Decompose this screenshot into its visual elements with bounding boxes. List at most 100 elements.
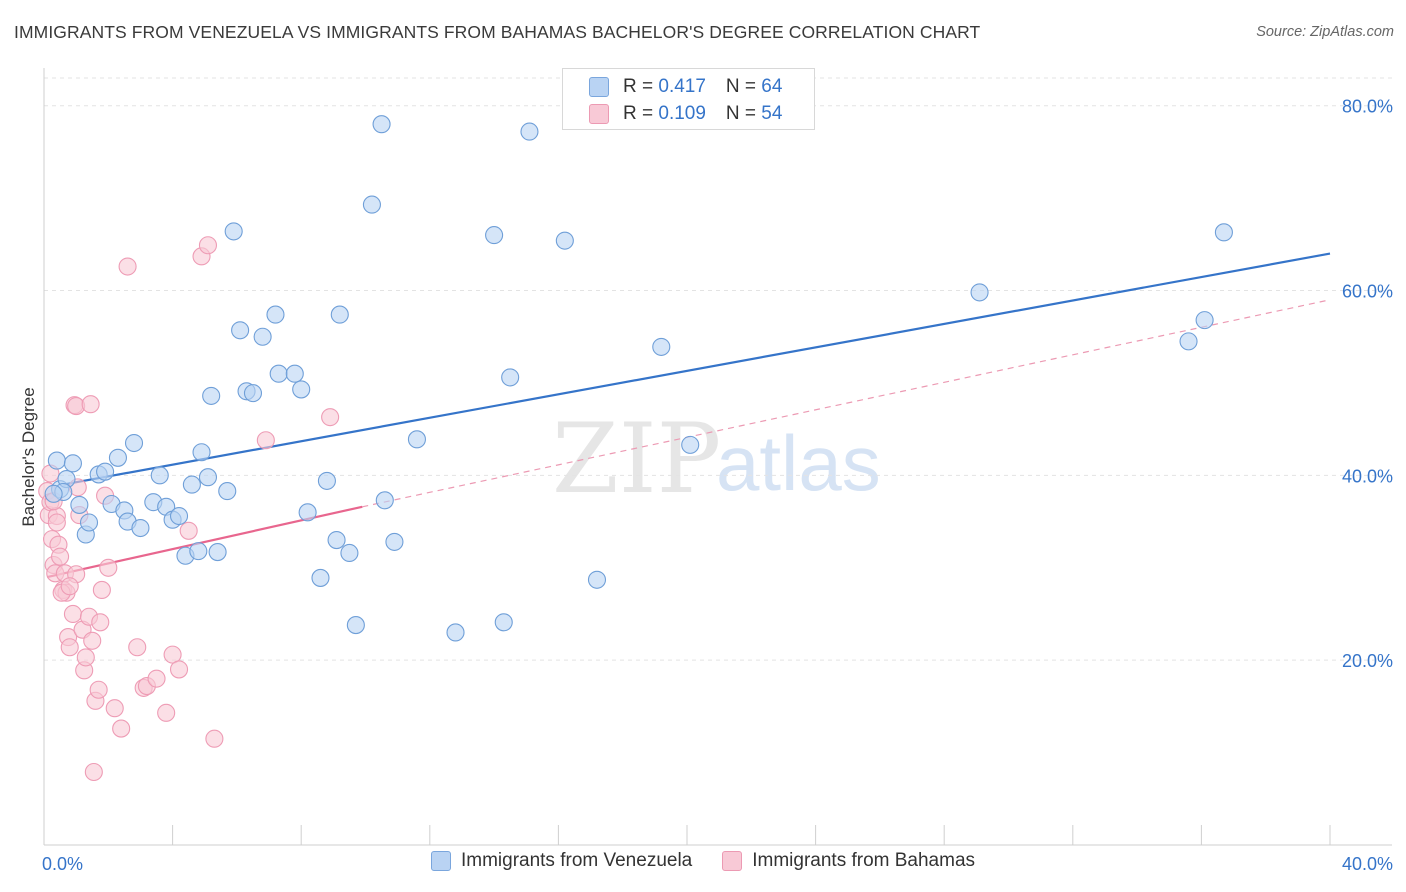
bahamas-point <box>91 613 110 632</box>
y-tick-label: 40.0% <box>1342 466 1393 486</box>
bahamas-point <box>157 703 176 722</box>
series-legend: Immigrants from Venezuela Immigrants fro… <box>0 850 1406 872</box>
legend-label: Immigrants from Venezuela <box>460 850 693 871</box>
venezuela-point <box>1195 311 1214 330</box>
correlation-legend: R = 0.417 N = 64 R = 0.109 N = 54 <box>562 68 815 130</box>
bahamas-point <box>256 431 275 450</box>
legend-r-label: R = <box>623 103 659 124</box>
venezuela-point <box>198 468 218 487</box>
venezuela-point <box>587 570 607 589</box>
venezuela-point <box>311 568 330 587</box>
legend-swatch-pink <box>722 851 743 871</box>
legend-n-label: N = <box>725 103 762 124</box>
venezuela-point <box>285 364 304 383</box>
venezuela-point <box>108 448 127 467</box>
venezuela-point <box>330 305 349 324</box>
x-tick-label: 40.0% <box>1342 854 1393 874</box>
legend-n-value: 64 <box>761 76 783 97</box>
legend-swatch-blue <box>589 77 609 97</box>
legend-row-venezuela: R = 0.417 N = 64 <box>589 76 782 98</box>
axes <box>43 68 1392 846</box>
bahamas-point <box>84 762 103 782</box>
legend-label: Immigrants from Bahamas <box>752 850 976 871</box>
venezuela-point <box>208 543 227 562</box>
tick-labels: 20.0% 40.0% 60.0% 80.0% 0.0% 40.0% <box>42 97 1393 874</box>
legend-n-value: 54 <box>761 103 783 124</box>
venezuela-point <box>1214 223 1233 242</box>
venezuela-point <box>63 454 82 473</box>
venezuela-point <box>47 451 66 470</box>
bahamas-point <box>205 729 224 748</box>
venezuela-point <box>407 430 426 449</box>
venezuela-point <box>362 195 381 214</box>
bahamas-point <box>112 719 131 738</box>
venezuela-point <box>372 115 391 134</box>
venezuela-point <box>224 222 243 241</box>
venezuela-point <box>970 283 989 302</box>
venezuela-point <box>192 443 211 462</box>
venezuela-point <box>44 484 63 503</box>
venezuela-point <box>446 623 465 642</box>
bahamas-point <box>89 680 108 699</box>
venezuela-point <box>501 368 520 387</box>
bahamas-point <box>63 604 82 624</box>
venezuela-point <box>1179 332 1198 351</box>
venezuela-point <box>555 231 574 250</box>
venezuela-point <box>218 482 237 501</box>
legend-swatch-pink <box>589 104 609 124</box>
watermark-atlas: atlas <box>716 419 881 507</box>
legend-r-value: 0.417 <box>658 76 706 97</box>
y-tick-label: 20.0% <box>1342 651 1393 671</box>
bahamas-point <box>179 521 198 540</box>
venezuela-point <box>253 327 272 346</box>
bahamas-point <box>51 547 70 566</box>
bahamas-point <box>92 580 111 599</box>
venezuela-point <box>385 532 404 551</box>
bahamas-point <box>60 577 79 596</box>
legend-row-bahamas: R = 0.109 N = 54 <box>589 103 782 125</box>
bahamas-point <box>118 257 137 276</box>
gridlines <box>44 77 1392 661</box>
y-tick-label: 80.0% <box>1342 97 1393 117</box>
watermark: ZIP atlas <box>552 403 881 515</box>
venezuela-point <box>269 364 288 383</box>
venezuela-point <box>266 305 285 324</box>
venezuela-point <box>124 433 144 453</box>
legend-swatch-blue <box>430 851 451 871</box>
y-tick-label: 60.0% <box>1342 282 1393 302</box>
bahamas-point <box>60 638 79 657</box>
venezuela-point <box>292 380 311 399</box>
venezuela-point <box>346 616 365 635</box>
venezuela-point <box>652 337 671 356</box>
venezuela-point <box>243 384 263 403</box>
watermark-zip: ZIP <box>552 403 721 515</box>
bahamas-point <box>128 638 147 657</box>
legend-r-value: 0.109 <box>658 103 706 124</box>
bahamas-point <box>169 660 189 679</box>
venezuela-point <box>298 503 317 522</box>
bahamas-point <box>147 669 166 688</box>
venezuela-point <box>485 226 504 245</box>
bahamas-point <box>321 408 340 427</box>
bahamas-point <box>198 236 218 255</box>
venezuela-point <box>96 462 115 481</box>
venezuela-point <box>169 506 189 526</box>
venezuela-point <box>375 491 394 510</box>
venezuela-point <box>150 466 169 485</box>
legend-item-bahamas: Immigrants from Bahamas <box>722 850 975 872</box>
bahamas-point <box>81 395 100 414</box>
venezuela-trend-line <box>63 252 1331 486</box>
venezuela-point <box>189 542 208 561</box>
y-axis-label: Bachelor's Degree <box>19 387 38 526</box>
venezuela-point <box>79 513 99 532</box>
bahamas-point <box>76 648 95 667</box>
legend-item-venezuela: Immigrants from Venezuela <box>430 850 693 872</box>
data-points <box>38 115 1233 782</box>
bahamas-point <box>99 558 118 577</box>
bahamas-point <box>105 699 124 718</box>
venezuela-point <box>131 518 150 538</box>
legend-r-label: R = <box>623 76 659 97</box>
x-tick-label: 0.0% <box>42 854 83 874</box>
venezuela-point <box>520 122 539 141</box>
